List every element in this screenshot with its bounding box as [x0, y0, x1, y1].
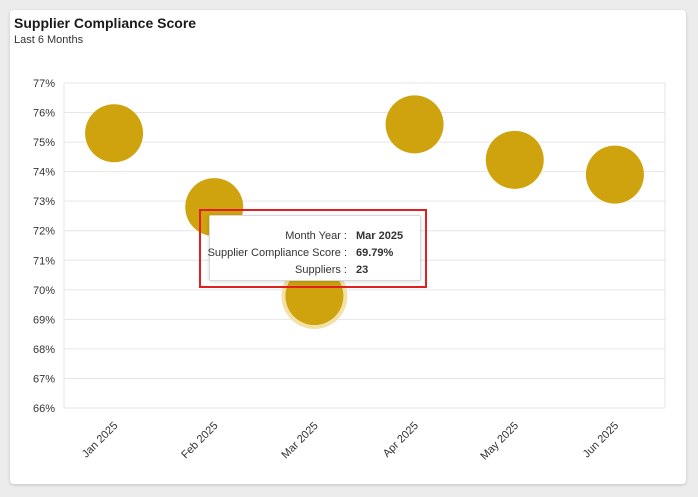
bubble-apr-2025[interactable] [385, 95, 444, 154]
x-tick-label: May 2025 [478, 420, 521, 463]
y-tick-label: 72% [33, 226, 55, 238]
tooltip-row-suppliers: Suppliers : 23 [210, 264, 420, 280]
bubble-mar-2025[interactable] [285, 267, 344, 326]
chart-subtitle: Last 6 Months [14, 34, 84, 46]
bubble-jun-2025[interactable] [585, 145, 644, 204]
tooltip-value: 69.79% [356, 247, 394, 259]
tooltip-value: 23 [356, 264, 369, 276]
y-tick-label: 74% [33, 167, 55, 179]
x-axis-tick-labels: Jan 2025 Feb 2025 Mar 2025 Apr 2025 May 2025… [80, 420, 621, 463]
x-tick-label: Jun 2025 [581, 420, 621, 460]
y-tick-label: 77% [33, 78, 55, 90]
x-tick-label: Apr 2025 [381, 420, 421, 460]
y-tick-label: 69% [33, 314, 55, 326]
y-tick-label: 75% [33, 137, 55, 149]
tooltip-value: Mar 2025 [356, 230, 404, 242]
x-tick-label: Jan 2025 [80, 420, 120, 460]
tooltip-highlight-box: Month Year : Mar 2025 Supplier Complianc… [199, 209, 427, 288]
x-tick-label: Feb 2025 [179, 420, 220, 461]
tooltip-row-month: Month Year : Mar 2025 [210, 230, 420, 246]
tooltip-label: Supplier Compliance Score : [207, 247, 347, 259]
bubble-jan-2025[interactable] [85, 104, 144, 163]
tooltip-row-score: Supplier Compliance Score : 69.79% [207, 247, 420, 263]
y-tick-label: 67% [33, 373, 55, 385]
tooltip-label: Month Year : [285, 230, 347, 242]
y-tick-label: 66% [33, 403, 55, 415]
y-tick-label: 70% [33, 285, 55, 297]
chart-title: Supplier Compliance Score [14, 15, 197, 31]
y-tick-label: 68% [33, 344, 55, 356]
tooltip-label: Suppliers : [295, 264, 347, 276]
x-tick-label: Mar 2025 [279, 420, 320, 461]
y-tick-label: 71% [33, 255, 55, 267]
bubbles [85, 95, 644, 330]
y-tick-label: 73% [33, 196, 55, 208]
tooltip: Month Year : Mar 2025 Supplier Complianc… [207, 215, 421, 281]
bubble-may-2025[interactable] [485, 130, 544, 189]
y-axis-tick-labels: 66% 67% 68% 69% 70% 71% 72% 73% 74% 75% 76% 77% [33, 78, 55, 415]
y-tick-label: 76% [33, 108, 55, 120]
